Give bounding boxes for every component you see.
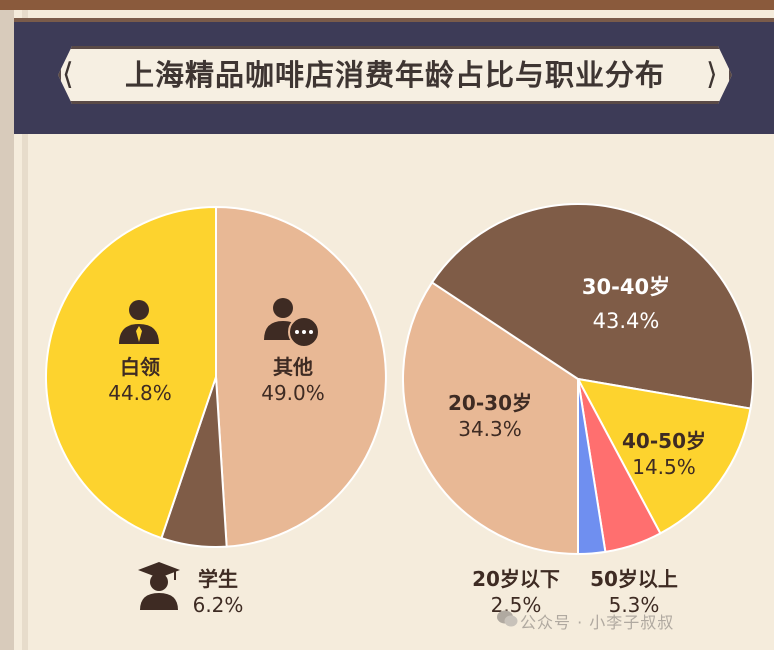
pie-slice-其他 bbox=[215, 205, 387, 548]
slice-value: 14.5% bbox=[632, 455, 696, 479]
slice-label-20-30: 20-30岁 34.3% bbox=[430, 390, 550, 442]
slice-label-other: 其他 49.0% bbox=[238, 354, 348, 406]
businessman-icon bbox=[117, 298, 161, 348]
wechat-icon bbox=[496, 609, 518, 633]
left-inner-border bbox=[22, 10, 28, 650]
slice-value: 5.3% bbox=[608, 593, 660, 617]
slice-name: 学生 bbox=[198, 567, 238, 591]
slice-name: 30-40岁 bbox=[581, 275, 671, 299]
top-strip bbox=[0, 0, 774, 10]
slice-label-white-collar: 白领 44.8% bbox=[90, 354, 190, 406]
slice-value: 43.4% bbox=[592, 309, 660, 333]
slice-name: 其他 bbox=[273, 355, 313, 379]
slice-name: 50岁以上 bbox=[590, 567, 678, 591]
slice-label-student: 学生 6.2% bbox=[178, 566, 258, 618]
pie-slice-白领 bbox=[44, 205, 217, 540]
slice-value: 6.2% bbox=[192, 593, 244, 617]
slice-value: 44.8% bbox=[108, 381, 172, 405]
chevron-right-icon: ⟩ bbox=[706, 57, 718, 92]
slice-name: 20岁以下 bbox=[472, 567, 560, 591]
slice-name: 40-50岁 bbox=[622, 429, 706, 453]
chevron-left-icon: ⟨ bbox=[62, 57, 74, 92]
header-rule bbox=[14, 18, 774, 22]
pie-occupation bbox=[44, 205, 387, 548]
slice-label-30-40: 30-40岁 43.4% bbox=[566, 270, 686, 338]
page-title: 上海精品咖啡店消费年龄占比与职业分布 bbox=[124, 58, 665, 92]
slice-label-over-50: 50岁以上 5.3% bbox=[574, 566, 694, 618]
watermark: 公众号 · 小李子叔叔 bbox=[520, 613, 675, 632]
slice-name: 20-30岁 bbox=[448, 391, 532, 415]
pie-slice-40-50岁 bbox=[576, 377, 752, 535]
pie-age bbox=[402, 203, 754, 556]
pie-slice-30-40岁 bbox=[430, 203, 754, 410]
slice-value: 49.0% bbox=[261, 381, 325, 405]
pie-slice-20岁以下 bbox=[577, 378, 607, 556]
slice-label-40-50: 40-50岁 14.5% bbox=[604, 428, 724, 480]
slice-name: 白领 bbox=[120, 355, 160, 379]
title-frame bbox=[58, 46, 732, 104]
slice-value: 34.3% bbox=[458, 417, 522, 441]
slice-label-under-20: 20岁以下 2.5% bbox=[456, 566, 576, 618]
graduate-icon bbox=[138, 562, 180, 614]
left-border bbox=[0, 10, 14, 650]
person-chat-icon bbox=[264, 296, 320, 352]
